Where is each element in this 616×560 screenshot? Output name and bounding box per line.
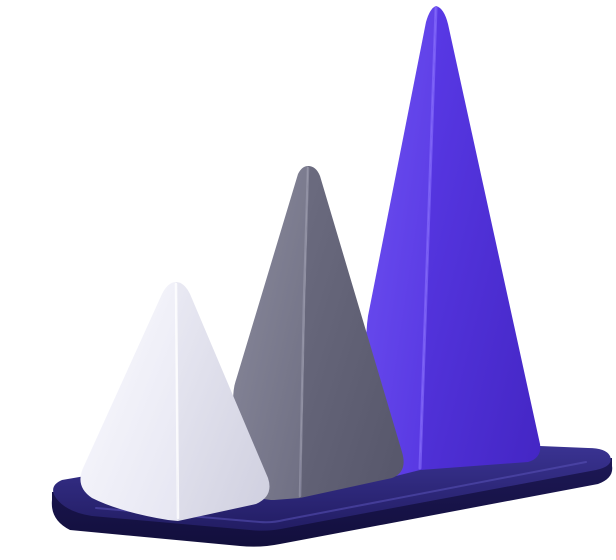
pyramid-large	[366, 6, 540, 476]
